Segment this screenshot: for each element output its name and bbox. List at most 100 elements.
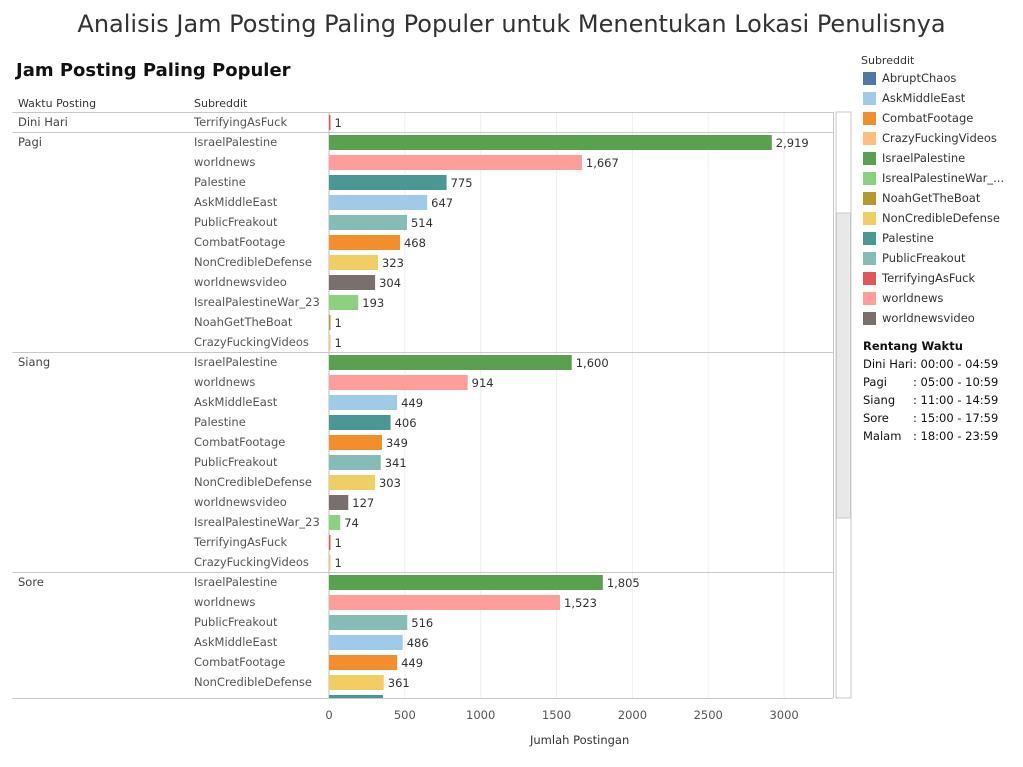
time-range-title: Rentang Waktu bbox=[863, 339, 963, 353]
bar-pagi-isrealpalestinewar-23 bbox=[329, 295, 359, 310]
bar-siang-isrealpalestinewar-23 bbox=[329, 515, 341, 530]
bar-pagi-combatfootage bbox=[329, 235, 400, 250]
data-label: 449 bbox=[401, 396, 423, 410]
bar-pagi-crazyfuckingvideos bbox=[329, 335, 331, 350]
legend-label: CombatFootage bbox=[882, 111, 974, 125]
subreddit-label: NoahGetTheBoat bbox=[194, 315, 293, 329]
legend-label: AskMiddleEast bbox=[882, 91, 966, 105]
data-label: 1 bbox=[335, 336, 342, 350]
x-tick-label: 2500 bbox=[694, 708, 723, 722]
subreddit-label: CombatFootage bbox=[194, 435, 285, 449]
time-range-row: Pagi: 05:00 - 10:59 bbox=[863, 375, 998, 389]
data-label: 341 bbox=[385, 456, 407, 470]
subreddit-label: TerrifyingAsFuck bbox=[193, 115, 287, 129]
bar-pagi-publicfreakout bbox=[329, 215, 407, 230]
scrollbar-thumb[interactable] bbox=[836, 212, 851, 519]
x-tick-label: 0 bbox=[325, 708, 332, 722]
bar-siang-israelpalestine bbox=[329, 355, 572, 370]
data-label: 516 bbox=[411, 616, 433, 630]
subreddit-label: TerrifyingAsFuck bbox=[193, 535, 287, 549]
data-label: 468 bbox=[404, 236, 426, 250]
subreddit-label: PublicFreakout bbox=[194, 215, 278, 229]
time-range-name: Dini Hari bbox=[863, 357, 913, 371]
bar-sore-worldnews bbox=[329, 595, 561, 610]
bar-pagi-israelpalestine bbox=[329, 135, 772, 150]
bar-sore-combatfootage bbox=[329, 655, 398, 670]
period-label-siang: Siang bbox=[18, 355, 50, 369]
data-label: 1,523 bbox=[564, 596, 597, 610]
time-range-value: : 00:00 - 04:59 bbox=[913, 357, 999, 371]
data-label: 1,667 bbox=[586, 156, 619, 170]
data-label: 486 bbox=[407, 636, 429, 650]
time-range-value: : 11:00 - 14:59 bbox=[913, 393, 999, 407]
legend-label: IsrealPalestineWar_... bbox=[882, 171, 1005, 185]
subreddit-label: NonCredibleDefense bbox=[194, 675, 312, 689]
x-tick-label: 1500 bbox=[542, 708, 571, 722]
bar-partial-hidden bbox=[329, 695, 383, 698]
subreddit-label: IsrealPalestineWar_23 bbox=[194, 295, 320, 309]
legend-label: TerrifyingAsFuck bbox=[882, 271, 976, 285]
subreddit-label: IsraelPalestine bbox=[194, 135, 277, 149]
subreddit-label: Palestine bbox=[194, 175, 246, 189]
bar-siang-crazyfuckingvideos bbox=[329, 555, 331, 570]
legend-label: IsraelPalestine bbox=[882, 151, 966, 165]
data-label: 1,600 bbox=[576, 356, 609, 370]
subreddit-label: PublicFreakout bbox=[194, 455, 278, 469]
bar-pagi-worldnews bbox=[329, 155, 582, 170]
data-label: 514 bbox=[411, 216, 433, 230]
period-label-sore: Sore bbox=[18, 575, 44, 589]
subreddit-label: AskMiddleEast bbox=[194, 635, 278, 649]
legend-label: NoahGetTheBoat bbox=[882, 191, 981, 205]
legend-label: PublicFreakout bbox=[882, 251, 966, 265]
legend-swatch bbox=[863, 152, 876, 165]
subreddit-label: worldnews bbox=[194, 375, 255, 389]
bar-sore-israelpalestine bbox=[329, 575, 603, 590]
time-range-row: Siang : 11:00 - 14:59 bbox=[863, 393, 998, 407]
x-axis-title: Jumlah Postingan bbox=[530, 733, 630, 747]
subreddit-label: CrazyFuckingVideos bbox=[194, 335, 309, 349]
x-tick-label: 1000 bbox=[466, 708, 495, 722]
data-label: 303 bbox=[379, 476, 401, 490]
subreddit-label: NonCredibleDefense bbox=[194, 255, 312, 269]
subreddit-label: worldnewsvideo bbox=[194, 275, 287, 289]
bar-pagi-askmiddleeast bbox=[329, 195, 428, 210]
time-range-name: Siang bbox=[863, 393, 896, 407]
data-label: 1,805 bbox=[607, 576, 640, 590]
subreddit-label: CrazyFuckingVideos bbox=[194, 555, 309, 569]
data-label: 74 bbox=[344, 516, 359, 530]
subreddit-label: IsrealPalestineWar_23 bbox=[194, 515, 320, 529]
bar-sore-publicfreakout bbox=[329, 615, 408, 630]
bar-siang-askmiddleeast bbox=[329, 395, 398, 410]
data-label: 304 bbox=[379, 276, 401, 290]
data-label: 406 bbox=[395, 416, 417, 430]
legend-title: Subreddit bbox=[861, 54, 915, 67]
subreddit-label: IsraelPalestine bbox=[194, 355, 277, 369]
legend-swatch bbox=[863, 72, 876, 85]
bar-pagi-noahgettheboat bbox=[329, 315, 331, 330]
subreddit-label: Palestine bbox=[194, 415, 246, 429]
legend-label: CrazyFuckingVideos bbox=[882, 131, 997, 145]
bar-dini-hari-terrifyingasfuck bbox=[329, 115, 331, 130]
data-label: 349 bbox=[386, 436, 408, 450]
legend-swatch bbox=[863, 252, 876, 265]
bar-siang-worldnews bbox=[329, 375, 468, 390]
legend-swatch bbox=[863, 232, 876, 245]
data-label: 1 bbox=[335, 316, 342, 330]
column-header-period[interactable]: Waktu Posting bbox=[18, 97, 97, 110]
column-header-subreddit[interactable]: Subreddit bbox=[194, 97, 248, 110]
legend-label: worldnewsvideo bbox=[882, 311, 975, 325]
legend-swatch bbox=[863, 112, 876, 125]
legend-swatch bbox=[863, 192, 876, 205]
x-tick-label: 500 bbox=[394, 708, 416, 722]
bar-pagi-palestine bbox=[329, 175, 447, 190]
legend-label: NonCredibleDefense bbox=[882, 211, 1000, 225]
bar-sore-askmiddleeast bbox=[329, 635, 403, 650]
data-label: 2,919 bbox=[776, 136, 809, 150]
data-label: 323 bbox=[382, 256, 404, 270]
data-label: 449 bbox=[401, 656, 423, 670]
data-label: 127 bbox=[352, 496, 374, 510]
bar-siang-terrifyingasfuck bbox=[329, 535, 331, 550]
legend-swatch bbox=[863, 212, 876, 225]
data-label: 1 bbox=[335, 536, 342, 550]
